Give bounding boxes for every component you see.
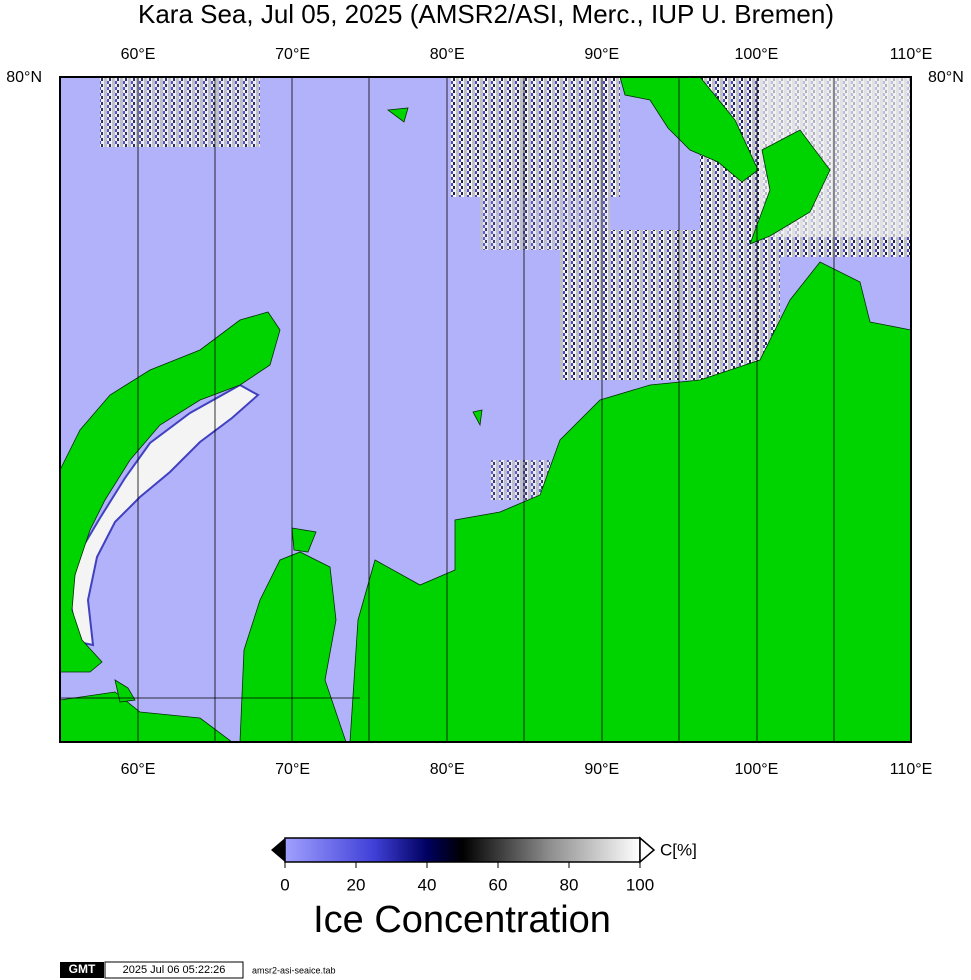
colorbar-over xyxy=(639,836,656,864)
timestamp-box xyxy=(104,961,244,979)
colorbar-tick-label: 0 xyxy=(280,875,289,894)
island xyxy=(386,107,409,123)
colorbar-tick-label: 100 xyxy=(626,875,654,894)
lon-label-top: 90°E xyxy=(584,46,619,63)
island xyxy=(472,409,483,427)
title: Kara Sea, Jul 05, 2025 (AMSR2/ASI, Merc.… xyxy=(138,0,834,29)
sea-ice xyxy=(100,77,260,147)
lat-label-right: 80°N xyxy=(928,69,964,86)
coastal-ice xyxy=(68,383,260,647)
yamal-peninsula xyxy=(239,551,347,742)
severnaya-zemlya xyxy=(749,129,831,245)
colorbar-tick-label: 40 xyxy=(418,875,437,894)
colorbar-unit: C[%] xyxy=(660,840,697,859)
colorbar-tick-label: 20 xyxy=(347,875,366,894)
colorbar-title: Ice Concentration xyxy=(313,899,611,941)
logo-box xyxy=(60,962,104,978)
file-name: amsr2-asi-seaice.tab xyxy=(252,965,336,975)
graticule xyxy=(60,77,835,742)
lon-labels: 60°E 60°E 70°E 70°E 80°E 80°E 90°E 90°E 100°E 100… xyxy=(121,46,933,778)
lon-label-bottom: 70°E xyxy=(275,761,310,778)
map-frame xyxy=(59,76,912,743)
lon-label-top: 60°E xyxy=(121,46,156,63)
lon-label-bottom: 110°E xyxy=(890,761,933,778)
lon-label-bottom: 90°E xyxy=(584,761,619,778)
colorbar-ticks: 0 20 40 60 80 100 xyxy=(280,862,654,894)
colorbar xyxy=(284,837,641,863)
timestamp: 2025 Jul 06 05:22:26 xyxy=(123,964,226,976)
lon-label-bottom: 60°E xyxy=(121,761,156,778)
lon-label-top: 100°E xyxy=(735,46,779,63)
sea-ice xyxy=(450,77,620,197)
lon-label-top: 80°E xyxy=(430,46,465,63)
colorbar-tick-label: 80 xyxy=(560,875,579,894)
logo: GMT xyxy=(69,962,96,976)
lon-label-top: 110°E xyxy=(890,46,933,63)
land xyxy=(60,691,233,742)
sea-ice xyxy=(490,460,550,500)
island xyxy=(114,679,136,703)
colorbar-under xyxy=(271,838,285,862)
lat-label-left: 80°N xyxy=(6,69,42,86)
severnaya-zemlya xyxy=(619,77,759,183)
lon-label-bottom: 80°E xyxy=(430,761,465,778)
colorbar-tick-label: 60 xyxy=(489,875,508,894)
island xyxy=(291,527,317,553)
map-area xyxy=(60,77,911,742)
lon-label-top: 70°E xyxy=(275,46,310,63)
mainland xyxy=(349,261,911,742)
lon-label-bottom: 100°E xyxy=(735,761,779,778)
novaya-zemlya xyxy=(60,311,281,673)
